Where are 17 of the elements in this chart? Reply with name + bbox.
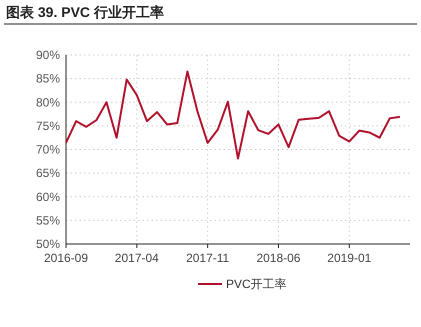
y-tick-label: 75% <box>36 118 60 133</box>
y-tick-label: 65% <box>36 166 60 180</box>
legend-label: PVC开工率 <box>226 277 287 291</box>
y-tick-label: 90% <box>36 48 60 62</box>
x-tick-label: 2018-06 <box>256 251 301 265</box>
line-series <box>65 70 401 160</box>
y-tick-label: 80% <box>36 95 60 110</box>
y-tick-label: 60% <box>36 190 60 204</box>
x-tick-label: 2019-01 <box>327 251 372 265</box>
y-tick-label: 50% <box>36 237 60 251</box>
x-tick-label: 2017-04 <box>114 251 160 265</box>
chart-title: 图表 39. PVC 行业开工率 <box>6 4 164 20</box>
x-tick-label: 2017-11 <box>186 251 230 265</box>
x-tick-label: 2016-09 <box>44 251 88 265</box>
y-tick-label: 85% <box>36 72 60 86</box>
y-tick-label: 70% <box>36 142 60 156</box>
y-tick-label: 55% <box>36 213 60 228</box>
